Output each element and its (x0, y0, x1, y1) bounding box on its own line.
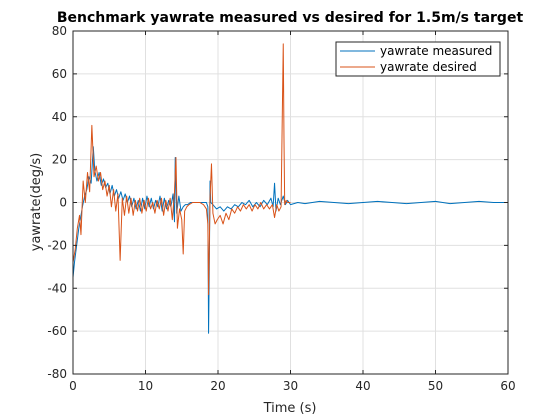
y-tick-label: 80 (52, 24, 67, 38)
y-tick-label: 60 (52, 67, 67, 81)
legend-label-desired: yawrate desired (380, 60, 477, 74)
series-line-yawrate-desired (72, 43, 291, 296)
y-tick-label: 0 (59, 196, 67, 210)
legend: yawrate measured yawrate desired (335, 41, 501, 77)
y-tick-label: 20 (52, 153, 67, 167)
y-axis-label: yawrate(deg/s) (29, 153, 44, 252)
legend-label-measured: yawrate measured (380, 44, 492, 58)
chart-title: Benchmark yawrate measured vs desired fo… (57, 10, 524, 26)
y-tick-label: -60 (47, 324, 67, 338)
y-tick-label: -20 (47, 238, 67, 252)
x-axis-label: Time (s) (263, 401, 317, 416)
x-tick-label: 20 (210, 379, 225, 393)
x-tick-label: 40 (355, 379, 370, 393)
x-tick-label: 10 (138, 379, 153, 393)
x-tick-label: 30 (283, 379, 298, 393)
x-tick-label: 0 (69, 379, 77, 393)
y-tick-label: -40 (47, 281, 67, 295)
x-tick-label: 60 (500, 379, 515, 393)
plot-lines (72, 43, 508, 334)
series-line-yawrate-measured (72, 146, 508, 334)
x-tick-labels: 0 10 20 30 40 50 60 (69, 379, 515, 393)
y-tick-label: 40 (52, 110, 67, 124)
x-tick-label: 50 (428, 379, 443, 393)
axis-ticks (72, 30, 509, 375)
y-tick-label: -80 (47, 367, 67, 381)
y-tick-labels: -80 -60 -40 -20 0 20 40 60 80 (47, 24, 67, 381)
legend-box (335, 41, 501, 77)
